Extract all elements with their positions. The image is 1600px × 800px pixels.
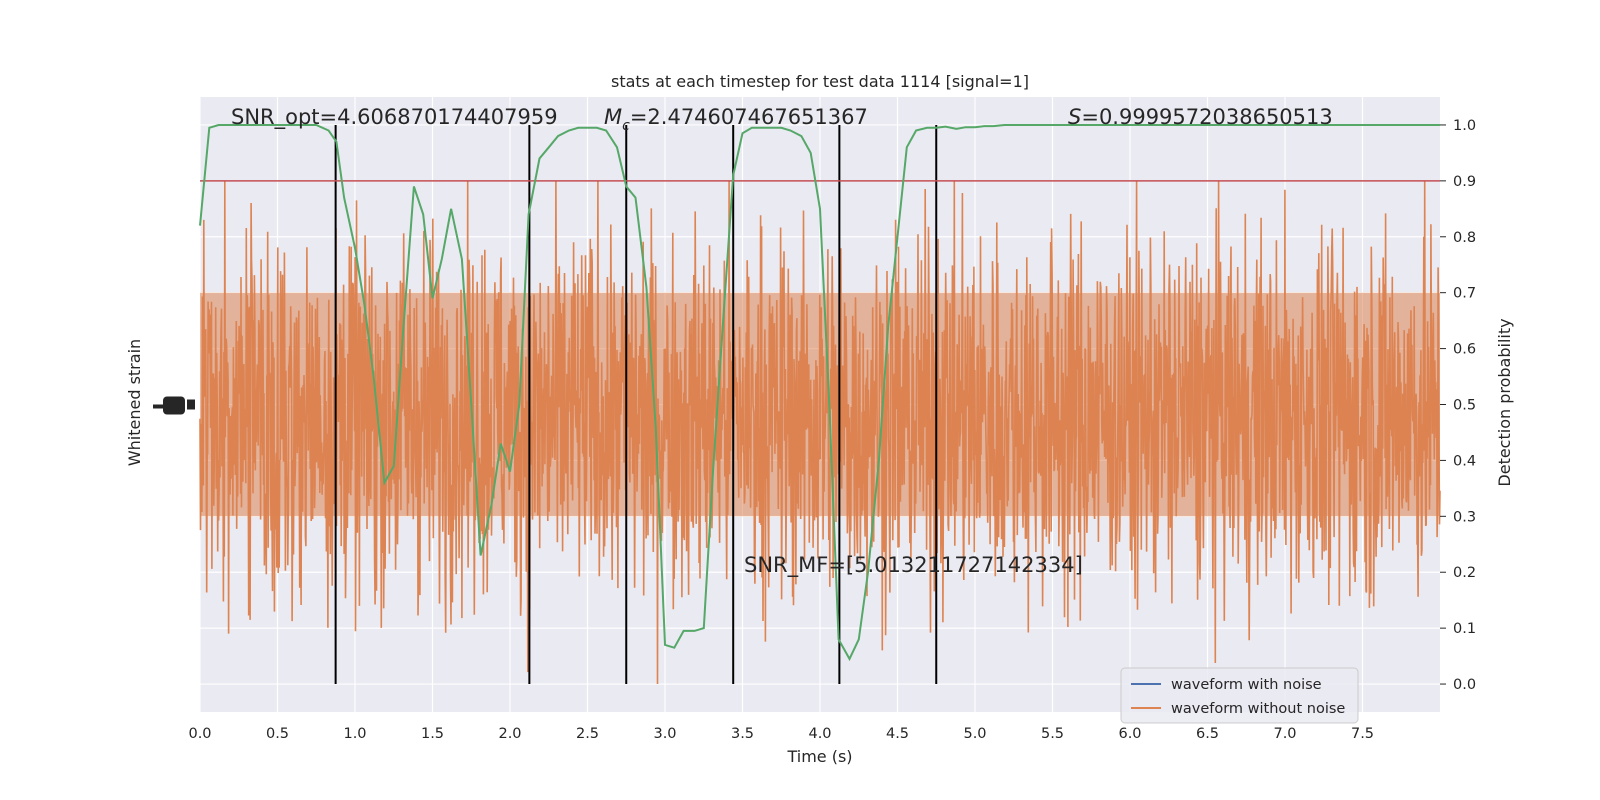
x-tick-label: 1.5 <box>421 726 444 742</box>
chirp-mass-annotation: Mc=2.474607467651367 <box>604 105 868 134</box>
x-tick-label: 6.0 <box>1118 726 1141 742</box>
right-axis-ticks: 0.0 0.1 0.2 0.3 0.4 0.5 0.6 0.7 0.8 0.9 1.0 <box>1440 118 1476 693</box>
left-tick-blob <box>187 399 195 410</box>
right-tick-label: 0.9 <box>1453 174 1476 190</box>
snr-mf-annotation: SNR_MF=[5.013211727142334] <box>744 553 1083 578</box>
strain-core <box>200 292 1440 517</box>
detection-probability-line <box>199 124 1440 662</box>
x-axis-label: Time (s) <box>786 747 852 766</box>
x-tick-label: 7.5 <box>1351 726 1374 742</box>
left-tick-blob <box>163 396 185 415</box>
right-tick-label: 0.7 <box>1453 286 1476 302</box>
legend: waveform with noise waveform without noi… <box>1120 667 1359 724</box>
x-tick-label: 0.0 <box>188 726 211 742</box>
x-axis-ticks: 0.0 0.5 1.0 1.5 2.0 2.5 3.0 3.5 4.0 4.5 5.0 5.5 6.0 6… <box>188 726 1374 742</box>
right-tick-label: 0.0 <box>1453 677 1476 693</box>
x-tick-label: 4.5 <box>886 726 909 742</box>
left-axis-overlapping-ticks <box>153 396 195 415</box>
right-tick-label: 0.5 <box>1453 398 1476 414</box>
right-tick-label: 0.6 <box>1453 342 1476 358</box>
right-tick-label: 0.4 <box>1453 453 1476 469</box>
x-tick-label: 5.5 <box>1041 726 1064 742</box>
left-tick-blob <box>153 404 169 409</box>
score-symbol: S <box>1068 105 1081 129</box>
chirp-mass-symbol: M <box>604 105 622 129</box>
x-tick-label: 4.0 <box>808 726 831 742</box>
right-tick-label: 0.8 <box>1453 230 1476 246</box>
right-tick-label: 0.1 <box>1453 621 1476 637</box>
x-tick-label: 5.0 <box>963 726 986 742</box>
x-tick-label: 2.0 <box>498 726 521 742</box>
event-markers <box>334 124 938 685</box>
x-tick-label: 6.5 <box>1196 726 1219 742</box>
x-tick-label: 2.5 <box>576 726 599 742</box>
legend-entry-clean: waveform without noise <box>1171 701 1345 717</box>
strain-series <box>199 180 1441 685</box>
chart-title: stats at each timestep for test data 111… <box>611 72 1029 91</box>
score-value: =0.9999572038650513 <box>1081 105 1332 129</box>
legend-box <box>1120 667 1359 724</box>
chirp-mass-subscript: c <box>622 118 630 134</box>
x-tick-label: 7.0 <box>1273 726 1296 742</box>
x-tick-label: 3.0 <box>653 726 676 742</box>
score-annotation: S=0.9999572038650513 <box>1068 105 1333 129</box>
chirp-mass-value: =2.474607467651367 <box>630 105 868 129</box>
legend-entry-noise: waveform with noise <box>1171 677 1322 693</box>
right-tick-label: 0.3 <box>1453 509 1476 525</box>
right-tick-label: 0.2 <box>1453 565 1476 581</box>
right-y-axis-label: Detection probability <box>1495 318 1514 486</box>
snr-opt-annotation: SNR_opt=4.606870174407959 <box>231 105 558 130</box>
x-tick-label: 3.5 <box>731 726 754 742</box>
left-y-axis-label: Whitened strain <box>125 339 144 466</box>
x-tick-label: 0.5 <box>266 726 289 742</box>
x-tick-label: 1.0 <box>343 726 366 742</box>
right-tick-label: 1.0 <box>1453 118 1476 134</box>
